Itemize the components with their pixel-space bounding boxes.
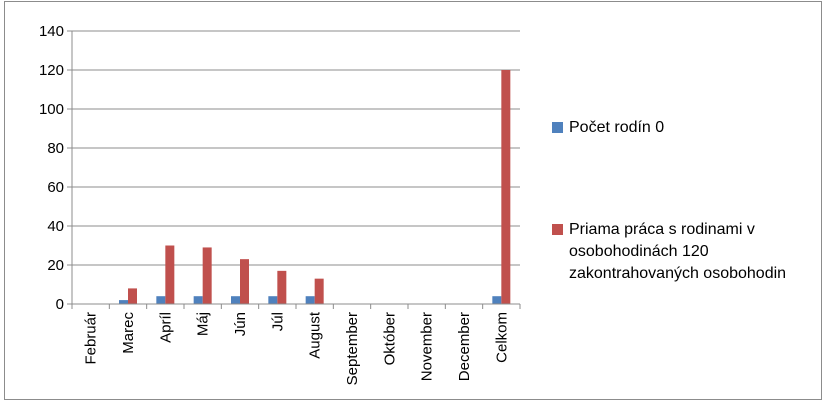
y-tick-label: 120 — [39, 62, 64, 79]
x-axis: Február Marec Apríl Máj Jún Júl August Septembe… — [71, 303, 521, 385]
legend-label: Priama práca s rodinami v osobohodinách … — [569, 221, 787, 282]
x-tick-label: Marec — [120, 312, 137, 354]
bar-pocet-rodin-6 — [305, 296, 315, 304]
legend-swatch-red — [552, 224, 563, 235]
y-tick-label: 20 — [47, 257, 64, 274]
bar-priama-praca-3 — [202, 247, 212, 304]
y-tick-label: 40 — [47, 218, 64, 235]
bar-priama-praca-2 — [165, 245, 175, 304]
legend-swatch-blue — [552, 122, 563, 133]
bar-pocet-rodin-5 — [268, 296, 278, 304]
bar-pocet-rodin-4 — [231, 296, 240, 304]
bar-pocet-rodin-1 — [119, 300, 128, 304]
bar-priama-praca-5 — [277, 270, 287, 304]
bars — [119, 70, 511, 304]
bar-pocet-rodin-2 — [156, 296, 166, 304]
bar-pocet-rodin-11 — [492, 296, 502, 304]
x-tick-label: Jún — [232, 312, 249, 336]
y-tick-label: 100 — [39, 101, 64, 118]
x-tick-label: Celkom — [493, 312, 510, 363]
x-tick-label: Október — [381, 312, 398, 365]
bar-priama-praca-1 — [128, 288, 137, 304]
x-tick-label: Apríl — [157, 312, 174, 343]
bar-priama-praca-6 — [314, 278, 324, 304]
legend-label: Počet rodín 0 — [569, 119, 665, 136]
legend-item-pocet-rodin: Počet rodín 0 — [552, 117, 827, 139]
gridlines — [72, 30, 520, 266]
x-tick-label: November — [419, 312, 436, 381]
y-tick-label: 80 — [47, 140, 64, 157]
legend-item-priama-praca: Priama práca s rodinami v osobohodinách … — [552, 219, 827, 285]
y-tick-label: 140 — [39, 23, 64, 40]
x-tick-label: Máj — [195, 312, 212, 336]
y-tick-label: 0 — [56, 296, 64, 313]
y-axis: 0 20 40 60 80 100 120 140 — [39, 23, 73, 313]
bar-priama-praca-11 — [501, 70, 511, 304]
bar-priama-praca-4 — [240, 259, 249, 304]
x-tick-label: August — [307, 311, 324, 359]
x-tick-label: Február — [83, 312, 100, 365]
x-tick-label: December — [456, 312, 473, 381]
x-tick-label: September — [344, 312, 361, 385]
chart-frame — [4, 1, 822, 400]
bar-pocet-rodin-3 — [193, 296, 203, 304]
y-tick-label: 60 — [47, 179, 64, 196]
x-tick-label: Júl — [269, 312, 286, 331]
